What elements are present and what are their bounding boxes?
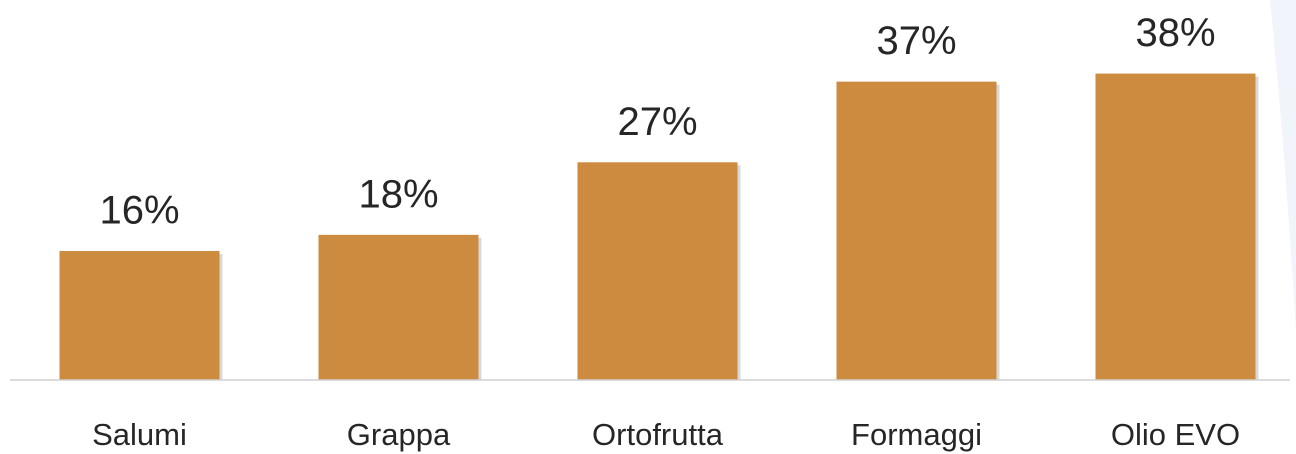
x-tick-label: Formaggi (851, 417, 982, 452)
x-tick-label: Ortofrutta (592, 417, 724, 452)
bar (59, 250, 220, 380)
bar (836, 81, 997, 380)
decoration (1270, 0, 1296, 330)
bar (577, 162, 738, 380)
data-label: 18% (358, 172, 438, 216)
x-tick-label: Olio EVO (1111, 417, 1240, 452)
data-label: 27% (617, 100, 697, 144)
data-label: 16% (99, 189, 179, 233)
bar (318, 234, 479, 380)
bar (1095, 73, 1256, 381)
x-tick-label: Salumi (92, 417, 187, 452)
x-tick-label: Grappa (347, 417, 451, 452)
data-label: 38% (1135, 11, 1215, 55)
data-label: 37% (876, 19, 956, 63)
